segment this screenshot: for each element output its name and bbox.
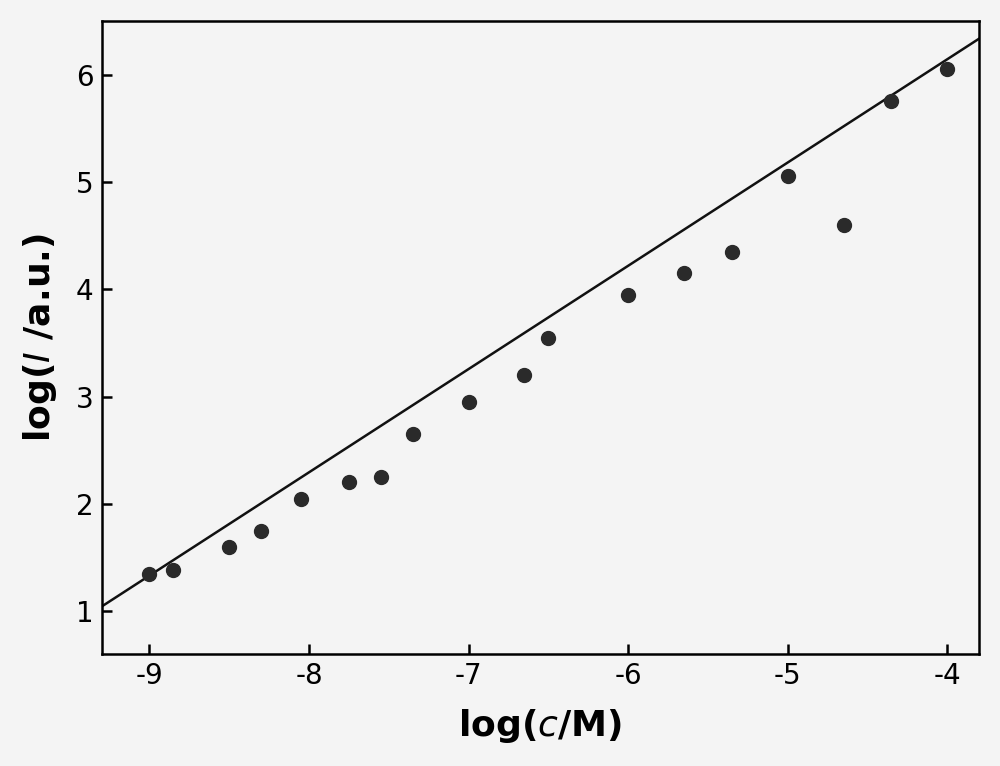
Point (253, 525, 269, 537)
Point (373, 471, 389, 483)
Point (620, 289, 636, 301)
Point (836, 218, 852, 231)
Point (341, 476, 357, 489)
X-axis label: log($\it{c}$/M): log($\it{c}$/M) (458, 707, 622, 745)
Point (540, 332, 556, 344)
Point (676, 267, 692, 280)
Point (461, 396, 477, 408)
Point (221, 541, 237, 553)
Point (883, 95, 899, 107)
Point (516, 369, 532, 381)
Point (939, 63, 955, 75)
Point (293, 493, 309, 505)
Y-axis label: log($\it{I}$ /a.u.): log($\it{I}$ /a.u.) (21, 233, 59, 442)
Point (405, 428, 421, 440)
Point (141, 568, 157, 580)
Point (780, 170, 796, 182)
Point (724, 245, 740, 257)
Point (165, 565, 181, 577)
